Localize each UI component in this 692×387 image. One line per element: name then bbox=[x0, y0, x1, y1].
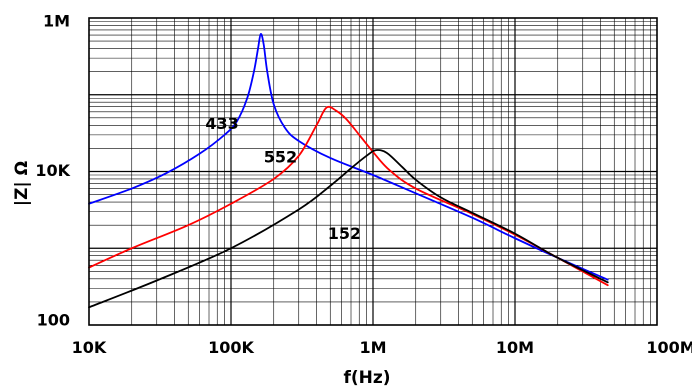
series-line-152 bbox=[88, 149, 609, 309]
x-tick-label: 100K bbox=[208, 338, 254, 357]
series-labels: 433 552 152 bbox=[205, 114, 361, 243]
series-line-552 bbox=[88, 105, 609, 287]
y-tick-label: 100 bbox=[37, 311, 70, 330]
x-tick-label: 100M bbox=[646, 338, 692, 357]
y-tick-label: 1M bbox=[43, 12, 70, 31]
x-tick-label: 10K bbox=[72, 338, 107, 357]
x-axis-tick-labels: 10K 100K 1M 10M 100M bbox=[72, 338, 692, 357]
y-axis-title: |Z| Ω bbox=[12, 161, 32, 206]
x-tick-label: 10M bbox=[496, 338, 534, 357]
y-tick-label: 10K bbox=[35, 161, 70, 180]
series-layer bbox=[88, 33, 609, 309]
x-tick-label: 1M bbox=[359, 338, 386, 357]
series-line-433 bbox=[88, 33, 609, 281]
series-label-433: 433 bbox=[205, 114, 238, 133]
grid-lines bbox=[89, 18, 657, 325]
series-label-552: 552 bbox=[264, 147, 297, 166]
x-axis-title: f(Hz) bbox=[343, 368, 390, 387]
plot-area-frame bbox=[88, 17, 658, 326]
y-axis-tick-labels: 100 10K 1M bbox=[35, 12, 70, 330]
series-label-152: 152 bbox=[328, 224, 361, 243]
